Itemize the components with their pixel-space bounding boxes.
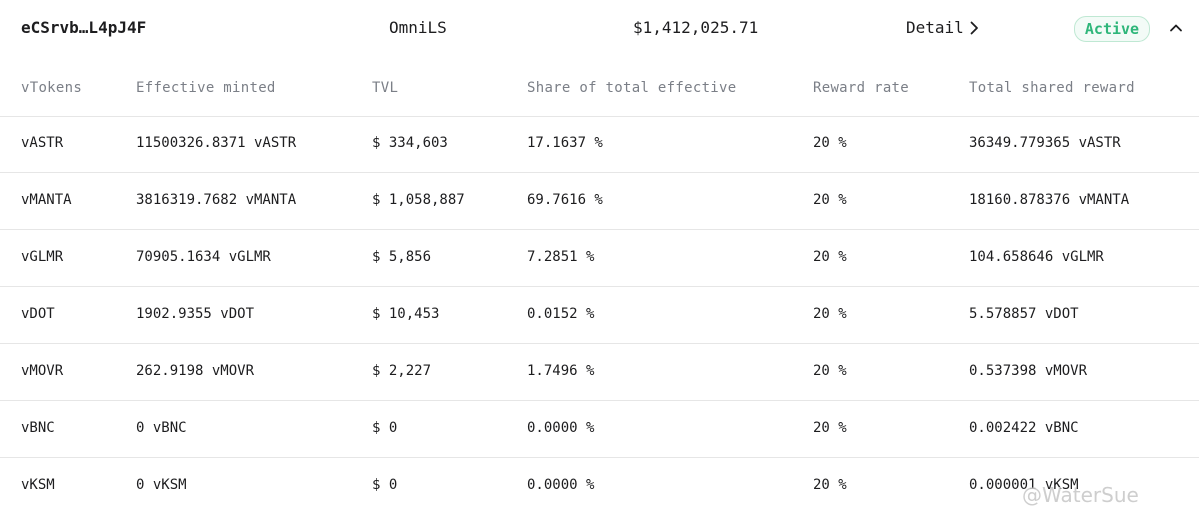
column-header-share: Share of total effective [527, 80, 737, 96]
cell-minted: 1902.9355 vDOT [136, 306, 255, 322]
table-row: vMOVR 262.9198 vMOVR $ 2,227 1.7496 % 20… [0, 344, 1199, 401]
pool-summary-row: eCSrvb…L4pJ4F OmniLS $1,412,025.71 Detai… [0, 0, 1199, 56]
cell-share: 0.0000 % [527, 477, 595, 493]
collapse-button[interactable] [1168, 20, 1184, 36]
cell-minted: 0 vBNC [136, 420, 187, 436]
table-row: vBNC 0 vBNC $ 0 0.0000 % 20 % 0.002422 v… [0, 401, 1199, 458]
cell-token: vGLMR [21, 249, 64, 265]
cell-share: 69.7616 % [527, 192, 603, 208]
table-row: vGLMR 70905.1634 vGLMR $ 5,856 7.2851 % … [0, 230, 1199, 287]
cell-total-reward: 5.578857 vDOT [969, 306, 1079, 322]
cell-minted: 70905.1634 vGLMR [136, 249, 271, 265]
cell-reward-rate: 20 % [813, 306, 847, 322]
column-header-vtokens: vTokens [21, 80, 83, 96]
cell-tvl: $ 334,603 [372, 135, 448, 151]
cell-minted: 262.9198 vMOVR [136, 363, 255, 379]
cell-total-reward: 0.537398 vMOVR [969, 363, 1088, 379]
cell-minted: 0 vKSM [136, 477, 187, 493]
total-value: $1,412,025.71 [633, 18, 759, 37]
cell-reward-rate: 20 % [813, 477, 847, 493]
cell-reward-rate: 20 % [813, 420, 847, 436]
table-row: vMANTA 3816319.7682 vMANTA $ 1,058,887 6… [0, 173, 1199, 230]
cell-tvl: $ 5,856 [372, 249, 432, 265]
column-header-effective-minted: Effective minted [136, 80, 276, 96]
cell-total-reward: 104.658646 vGLMR [969, 249, 1104, 265]
cell-share: 7.2851 % [527, 249, 595, 265]
detail-label: Detail [906, 18, 964, 37]
cell-token: vKSM [21, 477, 55, 493]
cell-tvl: $ 10,453 [372, 306, 440, 322]
table-header: vTokens Effective minted TVL Share of to… [0, 58, 1199, 117]
column-header-tvl: TVL [372, 80, 399, 96]
pool-address: eCSrvb…L4pJ4F [21, 18, 147, 37]
cell-tvl: $ 1,058,887 [372, 192, 465, 208]
chevron-up-icon [1170, 24, 1182, 32]
cell-minted: 11500326.8371 vASTR [136, 135, 297, 151]
cell-reward-rate: 20 % [813, 192, 847, 208]
cell-reward-rate: 20 % [813, 135, 847, 151]
cell-share: 0.0000 % [527, 420, 595, 436]
cell-tvl: $ 0 [372, 420, 398, 436]
project-name: OmniLS [389, 18, 447, 37]
cell-token: vMANTA [21, 192, 72, 208]
cell-share: 1.7496 % [527, 363, 595, 379]
cell-token: vBNC [21, 420, 55, 436]
detail-link[interactable]: Detail [906, 18, 979, 38]
cell-tvl: $ 0 [372, 477, 398, 493]
table-row: vASTR 11500326.8371 vASTR $ 334,603 17.1… [0, 116, 1199, 173]
cell-token: vMOVR [21, 363, 64, 379]
cell-token: vASTR [21, 135, 64, 151]
cell-reward-rate: 20 % [813, 249, 847, 265]
column-header-reward-rate: Reward rate [813, 80, 910, 96]
cell-share: 0.0152 % [527, 306, 595, 322]
cell-total-reward: 0.000001 vKSM [969, 477, 1079, 493]
cell-minted: 3816319.7682 vMANTA [136, 192, 297, 208]
table-row: vKSM 0 vKSM $ 0 0.0000 % 20 % 0.000001 v… [0, 458, 1199, 514]
token-table-body: vASTR 11500326.8371 vASTR $ 334,603 17.1… [0, 116, 1199, 514]
cell-reward-rate: 20 % [813, 363, 847, 379]
cell-tvl: $ 2,227 [372, 363, 432, 379]
cell-total-reward: 0.002422 vBNC [969, 420, 1079, 436]
column-header-total-shared-reward: Total shared reward [969, 80, 1135, 96]
cell-token: vDOT [21, 306, 55, 322]
cell-share: 17.1637 % [527, 135, 603, 151]
table-row: vDOT 1902.9355 vDOT $ 10,453 0.0152 % 20… [0, 287, 1199, 344]
watermark: @WaterSue [1022, 483, 1139, 507]
cell-total-reward: 36349.779365 vASTR [969, 135, 1121, 151]
chevron-right-icon [970, 21, 978, 35]
status-badge: Active [1074, 16, 1150, 42]
cell-total-reward: 18160.878376 vMANTA [969, 192, 1130, 208]
